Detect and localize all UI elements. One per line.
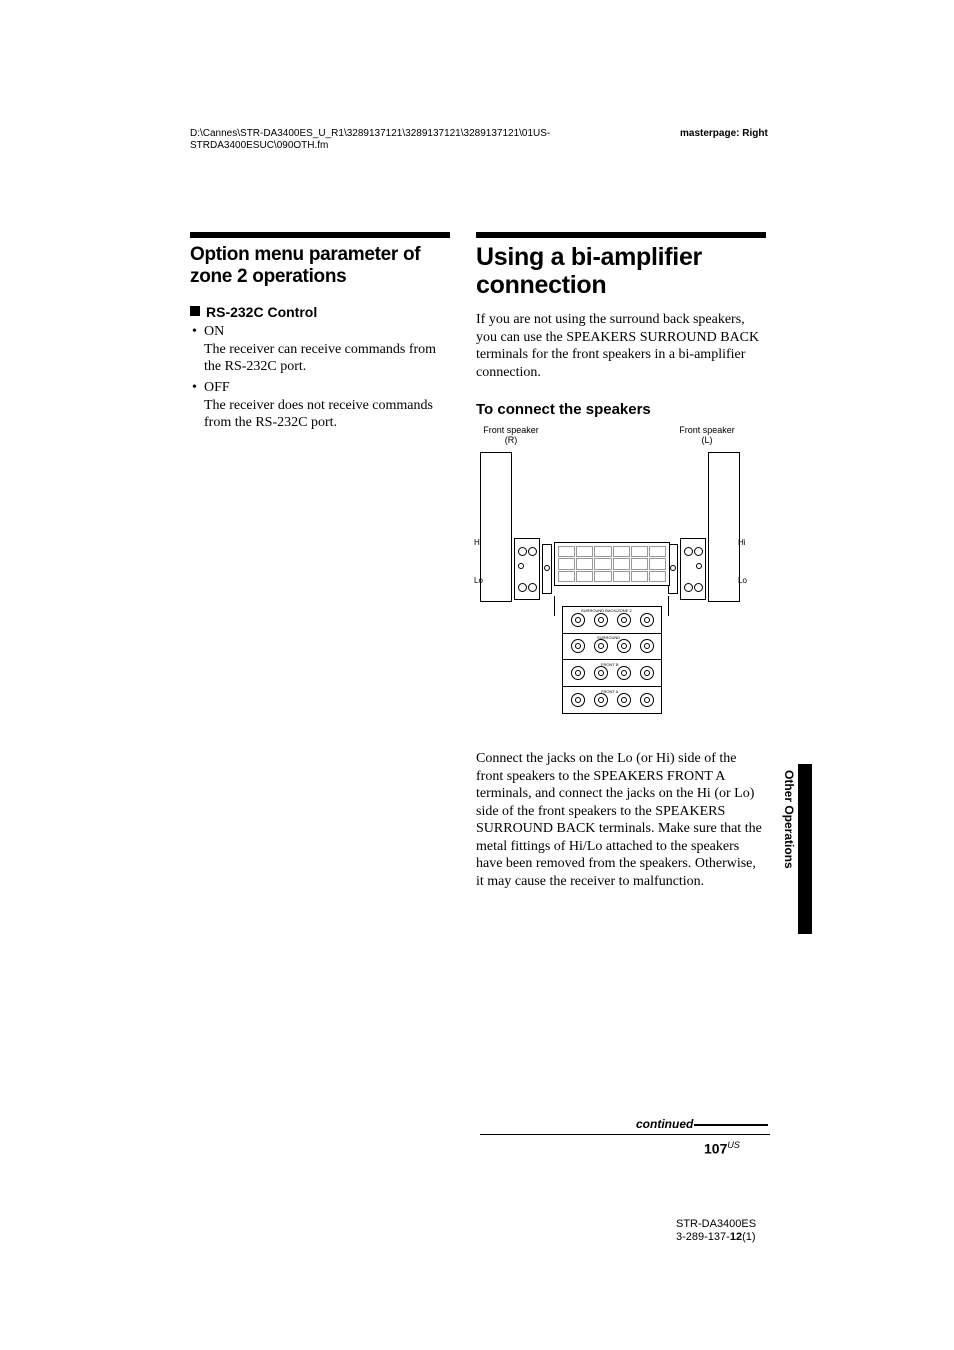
page-content: D:\Cannes\STR-DA3400ES_U_R1\3289137121\3… (190, 128, 770, 890)
footer-doc-post: (1) (742, 1231, 755, 1243)
header-file-path: D:\Cannes\STR-DA3400ES_U_R1\3289137121\3… (190, 128, 580, 152)
side-tab-bar (800, 764, 812, 934)
speaker-r-terminals (514, 538, 542, 600)
right-column: Using a bi-amplifier connection If you a… (476, 232, 766, 890)
header-masterpage: masterpage: Right (680, 128, 768, 139)
left-column: Option menu parameter of zone 2 operatio… (190, 232, 450, 890)
hi-label-l: Hi (738, 538, 746, 547)
terminal-row: SURROUND BACK/ZONE 2 (563, 607, 661, 634)
terminal-row: FRONT A (563, 687, 661, 714)
footer-model-name: STR-DA3400ES (676, 1218, 756, 1230)
page-number-suffix: US (727, 1140, 740, 1150)
speaker-box-r (480, 452, 512, 602)
diagram-label-speaker-l: Front speaker(L) (672, 426, 742, 446)
rs232c-subheading: RS-232C Control (190, 304, 450, 320)
terminal-row: SURROUND (563, 634, 661, 661)
continued-line-icon (694, 1124, 768, 1126)
side-tab: Other Operations (780, 764, 800, 934)
rs232c-subheading-text: RS-232C Control (206, 304, 317, 320)
biamp-diagram: Front speaker(R) Front speaker(L) Hi Lo (476, 426, 766, 736)
bullet-on-desc: The receiver can receive commands from t… (190, 341, 450, 376)
wire (554, 596, 555, 616)
bullet-off: OFF (190, 380, 450, 396)
square-bullet-icon (190, 306, 200, 316)
bullet-on: ON (190, 324, 450, 340)
intro-paragraph: If you are not using the surround back s… (476, 311, 766, 381)
body-paragraph: Connect the jacks on the Lo (or Hi) side… (476, 750, 766, 890)
diagram-label-speaker-r: Front speaker(R) (476, 426, 546, 446)
bullet-off-desc: The receiver does not receive commands f… (190, 397, 450, 432)
connect-speakers-heading: To connect the speakers (476, 401, 766, 418)
continued-rule (480, 1134, 770, 1135)
connector-r (542, 544, 552, 594)
footer-doc-bold: 12 (730, 1231, 742, 1243)
section-rule-right (476, 232, 766, 238)
footer-doc-pre: 3-289-137- (676, 1231, 730, 1243)
page-number: 107US (704, 1140, 740, 1157)
right-heading: Using a bi-amplifier connection (476, 244, 766, 299)
continued-label: continued (636, 1117, 693, 1131)
section-rule (190, 232, 450, 238)
speaker-box-l (708, 452, 740, 602)
wire (668, 596, 669, 616)
lo-label-r: Lo (474, 576, 483, 585)
left-heading: Option menu parameter of zone 2 operatio… (190, 244, 450, 288)
lo-label-l: Lo (738, 576, 747, 585)
speaker-l-terminals (680, 538, 708, 600)
terminal-row: FRONT B (563, 660, 661, 687)
page-number-value: 107 (704, 1141, 727, 1157)
footer-model-info: STR-DA3400ES 3-289-137-12(1) (676, 1218, 756, 1244)
speaker-terminal-block: SURROUND BACK/ZONE 2 SURROUND FRONT B FR… (562, 606, 662, 714)
receiver-back-panel (554, 542, 670, 586)
two-column-layout: Option menu parameter of zone 2 operatio… (190, 232, 770, 890)
hi-label-r: Hi (474, 538, 482, 547)
side-tab-text: Other Operations (782, 770, 796, 869)
